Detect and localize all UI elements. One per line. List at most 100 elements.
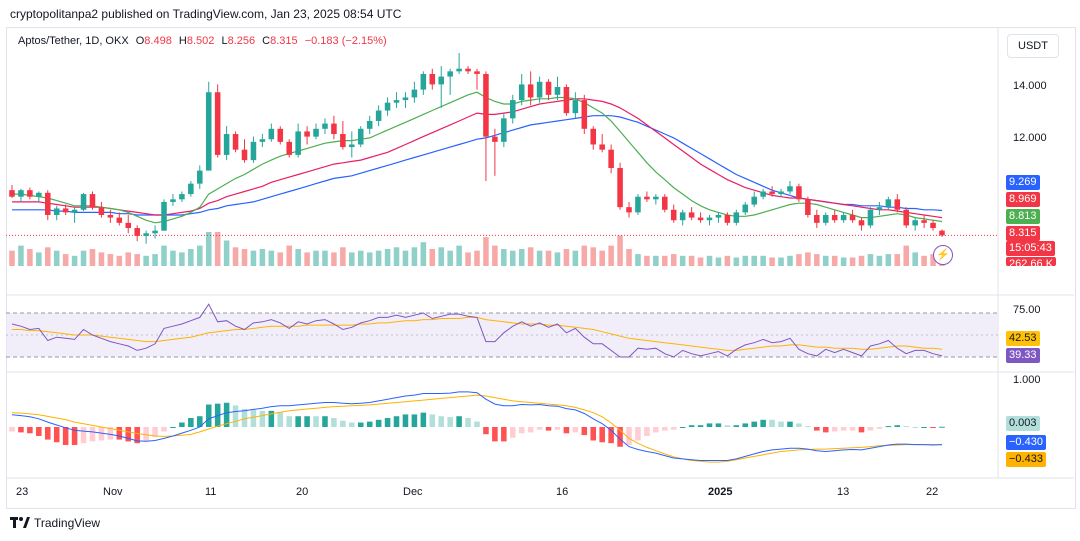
macd-histogram-bar — [36, 427, 42, 436]
volume-bar — [679, 255, 686, 266]
volume-bar — [706, 255, 713, 266]
volume-bar — [420, 242, 427, 266]
volume-bar — [349, 252, 355, 266]
volume-bar — [223, 240, 230, 266]
macd-histogram-bar — [331, 418, 337, 427]
candle-body — [152, 230, 158, 234]
bar-countdown-tag: 15:05:43 — [1006, 241, 1055, 256]
volume-bar — [563, 249, 570, 266]
ma-mid-line — [12, 98, 943, 219]
macd-histogram-bar — [554, 427, 561, 430]
volume-bar — [778, 257, 784, 266]
candle-body — [831, 214, 838, 221]
macd-histogram-bar — [733, 425, 740, 427]
x-label: Dec — [403, 486, 423, 498]
candle-body — [527, 84, 534, 98]
candle-body — [62, 208, 69, 213]
macd-histogram-bar — [921, 427, 927, 428]
candle-body — [483, 73, 489, 137]
macd-histogram-bar — [80, 427, 87, 444]
candle-body — [858, 220, 865, 226]
change-value: −0.183 (−2.15%) — [304, 35, 387, 47]
candle-body — [635, 196, 641, 213]
macd-line — [11, 391, 943, 461]
candle-body — [53, 208, 60, 215]
candle-body — [277, 128, 284, 142]
x-label: 13 — [837, 486, 850, 498]
symbol-label[interactable]: Aptos/Tether, 1D, OKX — [18, 35, 129, 47]
candle-body — [894, 199, 901, 210]
volume-bar — [831, 255, 838, 266]
volume-bar — [858, 255, 865, 266]
macd-histogram-bar — [572, 427, 579, 433]
macd-histogram-bar — [662, 427, 668, 431]
lightning-icon[interactable]: ⚡ — [933, 245, 953, 265]
candle-body — [232, 134, 239, 150]
candle-body — [724, 214, 731, 223]
macd-histogram-bar — [805, 426, 811, 428]
candle-body — [71, 209, 78, 213]
currency-button[interactable]: USDT — [1007, 34, 1059, 58]
macd-histogram-bar — [9, 427, 15, 432]
candle-body — [501, 118, 507, 142]
high-label: H — [178, 35, 187, 47]
macd-histogram-bar — [760, 419, 766, 427]
volume-bar — [366, 252, 373, 266]
candle-body — [885, 199, 892, 208]
candle-body — [903, 209, 910, 226]
rsi-tick: 75.00 — [1013, 304, 1041, 316]
candle-body — [27, 190, 33, 197]
candle-body — [304, 131, 310, 137]
macd-histogram-bar — [411, 414, 418, 427]
macd-histogram-bar — [885, 426, 892, 428]
macd-histogram-bar — [706, 423, 713, 427]
macd-histogram-bar — [250, 409, 257, 427]
macd-histogram-bar — [27, 427, 33, 434]
volume-bar — [733, 257, 740, 266]
macd-histogram-bar — [858, 427, 865, 433]
volume-bar — [250, 250, 257, 266]
macd-histogram-bar — [697, 425, 704, 427]
candle-body — [170, 199, 176, 202]
candle-body — [697, 217, 704, 221]
candle-body — [295, 131, 301, 155]
candle-body — [930, 222, 936, 229]
volume-bar — [197, 245, 203, 266]
volume-bar — [205, 232, 212, 266]
volume-bar — [805, 252, 811, 266]
macd-histogram-bar — [402, 414, 409, 427]
macd-histogram-bar — [286, 416, 292, 427]
volume-bar — [322, 250, 328, 266]
macd-histogram-bar — [724, 425, 731, 427]
candle-body — [214, 92, 221, 155]
macd-histogram-bar — [608, 427, 614, 444]
macd-histogram-bar — [894, 425, 901, 427]
volume-bar — [885, 254, 892, 266]
candle-body — [188, 183, 194, 195]
volume-bar — [304, 252, 310, 266]
candle-body — [849, 214, 856, 221]
volume-bar — [89, 249, 96, 266]
candle-body — [89, 194, 96, 208]
macd-histogram-bar — [53, 427, 60, 443]
candle-body — [912, 220, 918, 226]
macd-histogram-bar — [107, 427, 114, 440]
macd-tick: 1.000 — [1013, 374, 1041, 386]
volume-bar — [644, 255, 650, 266]
rsi-line — [11, 303, 943, 358]
volume-bar — [465, 252, 471, 266]
volume-bar — [912, 252, 918, 266]
candle-body — [411, 89, 418, 98]
volume-bar — [921, 255, 927, 266]
candle-body — [644, 196, 650, 200]
volume-bar — [814, 254, 820, 266]
volume-bar — [483, 237, 489, 266]
macd-histogram-bar — [456, 416, 462, 427]
footer-brand[interactable]: TradingView — [34, 516, 101, 530]
macd-histogram-bar — [769, 419, 775, 427]
candle-body — [563, 87, 570, 114]
macd-histogram-bar — [778, 421, 784, 427]
volume-bar — [161, 245, 167, 266]
macd-histogram-bar — [89, 427, 96, 442]
